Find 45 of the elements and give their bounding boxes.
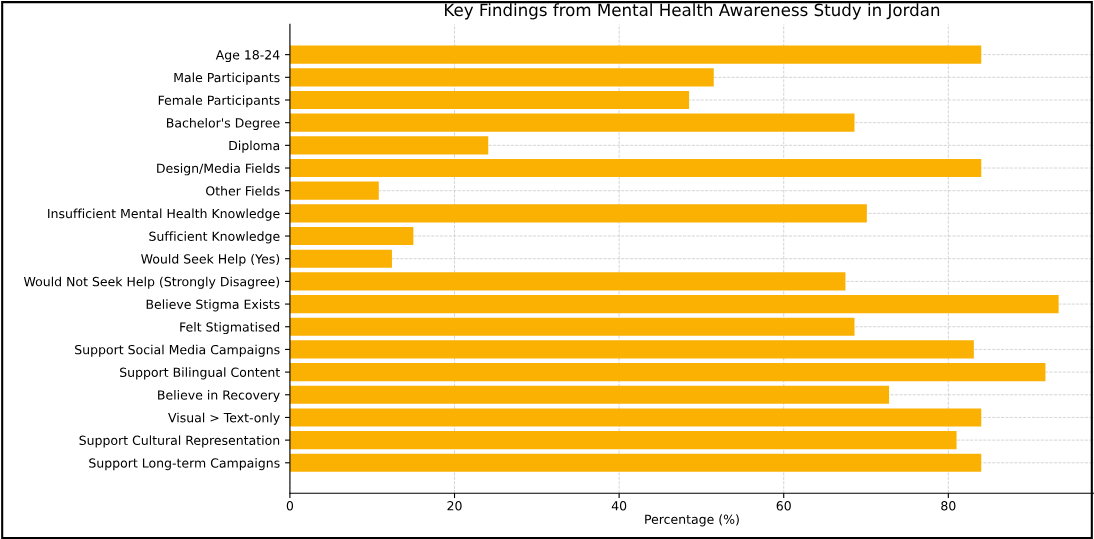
bar (289, 158, 982, 178)
x-tick-label: 40 (611, 501, 627, 511)
bar (289, 272, 846, 291)
bar (289, 431, 957, 450)
x-tick-label: 0 (286, 501, 294, 511)
bar (289, 204, 867, 223)
y-tick-label: Would Not Seek Help (Strongly Disagree) (23, 276, 280, 289)
y-tick-label: Design/Media Fields (157, 163, 280, 176)
y-tick-label: Male Participants (174, 72, 280, 85)
y-tick-label: Support Cultural Representation (79, 435, 280, 448)
x-tick-label: 60 (776, 501, 791, 511)
y-tick-label: Felt Stigmatised (180, 322, 280, 335)
y-tick-label: Support Social Media Campaigns (75, 344, 280, 357)
y-tick-label: Other Fields (206, 185, 280, 196)
bar (289, 249, 392, 268)
bar (289, 363, 1046, 382)
bar (289, 408, 982, 427)
y-tick-label: Age 18-24 (215, 50, 280, 62)
y-tick-label: Female Participants (158, 95, 280, 108)
y-tick-label: Sufficient Knowledge (149, 231, 280, 244)
bar (289, 317, 855, 336)
y-tick-label: Visual > Text-only (168, 412, 280, 425)
x-tick-label: 80 (941, 501, 956, 511)
bar (289, 68, 714, 87)
bar (289, 340, 974, 359)
bar (289, 90, 690, 110)
y-tick-label: Support Long-term Campaigns (89, 458, 280, 471)
bar (289, 181, 379, 200)
x-axis-title: Percentage (%) (645, 514, 739, 527)
y-tick-label: Diploma (229, 140, 280, 153)
x-tick-label: 20 (447, 501, 462, 511)
chart-title: Key Findings from Mental Health Awareness Study in Jordan (445, 3, 940, 20)
bar (289, 295, 1059, 314)
bar (289, 226, 414, 246)
bar (289, 453, 982, 472)
bar (289, 45, 982, 64)
y-tick-label: Believe Stigma Exists (146, 299, 280, 312)
y-tick-label: Bachelor's Degree (167, 117, 280, 131)
y-tick-label: Support Bilingual Content (120, 367, 280, 380)
bar (289, 385, 890, 404)
y-tick-label: Insufficient Mental Health Knowledge (48, 208, 280, 221)
bar (289, 136, 489, 155)
y-tick-label: Believe in Recovery (158, 390, 280, 403)
y-tick-label: Would Seek Help (Yes) (141, 253, 280, 267)
bar (289, 113, 855, 132)
